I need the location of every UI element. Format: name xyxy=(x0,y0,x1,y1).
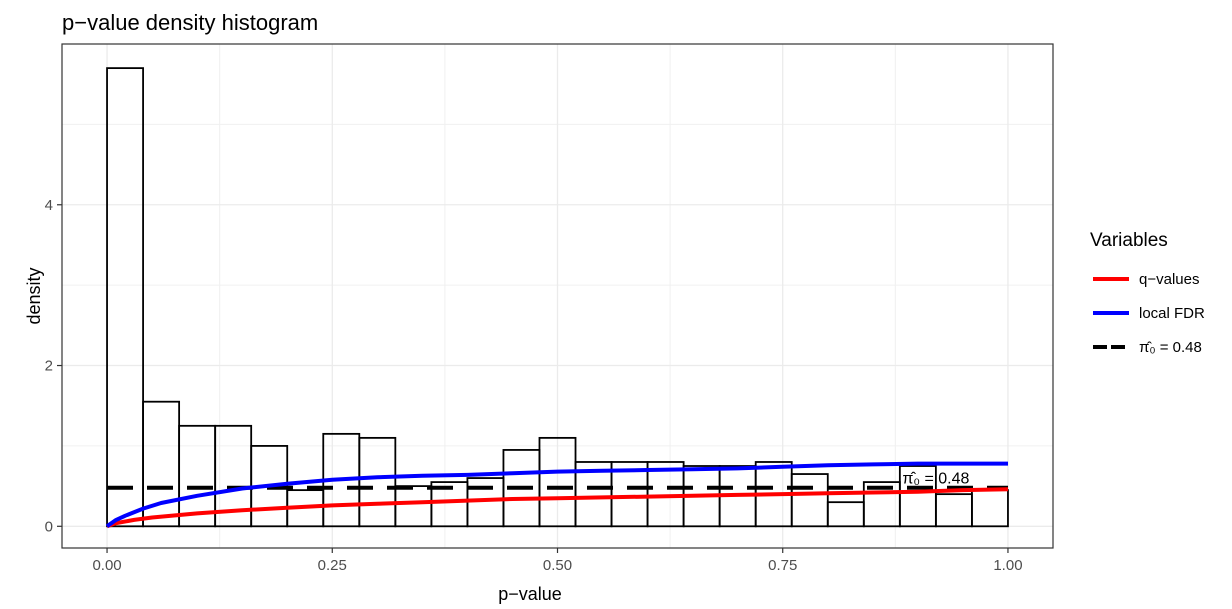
y-tick-label: 2 xyxy=(45,358,53,375)
pi0-annotation: π̂₀ = 0.48 xyxy=(902,471,969,488)
histogram-bar xyxy=(790,473,829,528)
legend-label: π̂₀ = 0.48 xyxy=(1139,339,1202,356)
y-axis-ticks: 0 2 4 xyxy=(45,197,62,535)
legend-title: Variables xyxy=(1090,230,1168,251)
histogram-bar xyxy=(106,67,144,528)
x-tick-label: 0.25 xyxy=(318,557,347,574)
x-axis-ticks: 0.00 0.25 0.50 0.75 1.00 xyxy=(92,548,1023,574)
plot-panel: π̂₀ = 0.48 xyxy=(61,43,1054,549)
legend: Variables q−values local FDR π̂₀ = 0.48 xyxy=(1090,230,1205,356)
legend-label: local FDR xyxy=(1139,305,1205,322)
histogram-bar xyxy=(358,436,397,528)
x-axis-title: p−value xyxy=(498,584,562,604)
x-tick-label: 0.00 xyxy=(92,557,121,574)
legend-label: q−values xyxy=(1139,271,1199,288)
x-tick-label: 1.00 xyxy=(993,557,1022,574)
x-tick-label: 0.75 xyxy=(768,557,797,574)
series-lines xyxy=(105,461,1009,529)
y-axis-title: density xyxy=(24,267,44,324)
y-tick-label: 0 xyxy=(45,518,53,535)
series-line xyxy=(105,461,1008,528)
y-tick-label: 4 xyxy=(45,197,53,214)
chart-title: p−value density histogram xyxy=(62,10,318,35)
series-line xyxy=(106,487,1009,529)
x-tick-label: 0.50 xyxy=(543,557,572,574)
